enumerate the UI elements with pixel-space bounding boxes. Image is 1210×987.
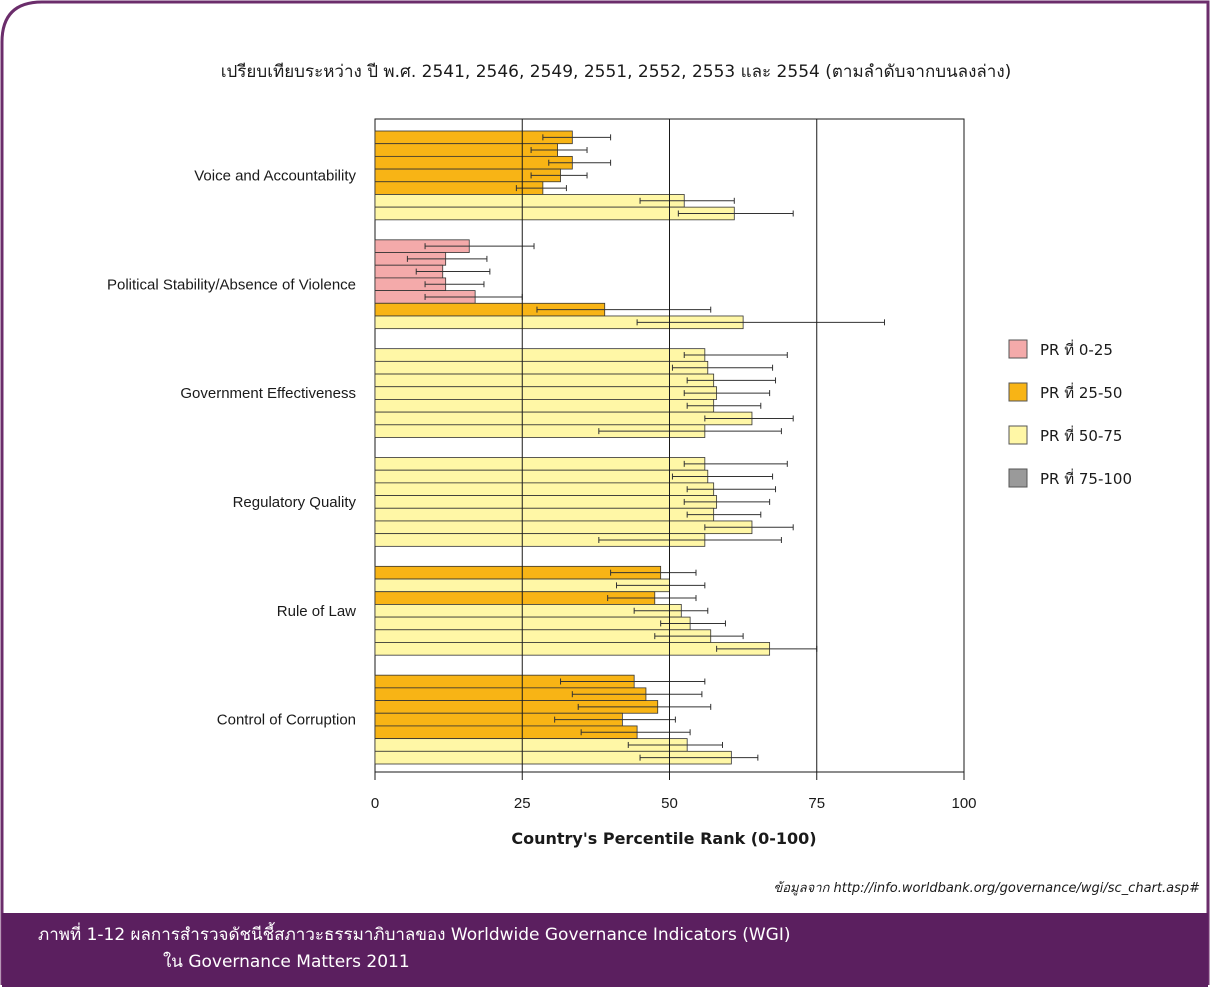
bar	[374, 411, 753, 426]
caption-band	[2, 913, 1208, 987]
bar	[374, 155, 573, 170]
legend-swatch	[1008, 425, 1028, 445]
legend-swatch	[1008, 382, 1028, 402]
bar	[374, 457, 706, 471]
bar	[374, 143, 558, 157]
bars-group	[374, 130, 885, 765]
bar	[374, 469, 709, 484]
bar	[374, 360, 709, 375]
x-ticks-group: 0 25 50 75 100	[371, 772, 977, 812]
legend-swatch	[1008, 468, 1028, 488]
bar	[374, 386, 718, 400]
legend: PR ที่ 0-25 PR ที่ 25-50 PR ที่ 50-75 PR ที…	[1008, 339, 1132, 488]
bar	[374, 399, 715, 413]
source-note: ข้อมูลจาก http://info.worldbank.org/gove…	[773, 881, 1200, 896]
bar	[374, 194, 685, 208]
x-tick-label: 100	[951, 795, 976, 812]
legend-label: PR ที่ 75-100	[1040, 468, 1132, 488]
category-label: Rule of Law	[277, 603, 356, 620]
bar	[374, 507, 715, 522]
legend-label: PR ที่ 0-25	[1040, 339, 1113, 359]
bar	[374, 348, 706, 362]
x-axis-label: Country's Percentile Rank (0-100)	[511, 829, 816, 848]
bar	[374, 520, 753, 535]
caption-line-2: ใน Governance Matters 2011	[163, 951, 410, 972]
caption-line-1: ภาพที่ 1-12 ผลการสำรวจดัชนีชี้สภาวะธรรมา…	[38, 922, 791, 945]
legend-label: PR ที่ 50-75	[1040, 425, 1122, 445]
x-tick-label: 25	[514, 795, 531, 812]
category-label: Political Stability/Absence of Violence	[107, 276, 356, 293]
bar	[374, 373, 715, 388]
legend-label: PR ที่ 25-50	[1040, 382, 1122, 402]
x-tick-label: 50	[661, 795, 678, 812]
bar	[374, 495, 718, 509]
bar	[374, 616, 691, 631]
legend-swatch	[1008, 339, 1028, 359]
x-tick-label: 0	[371, 795, 379, 812]
bar	[374, 482, 715, 496]
category-label: Control of Corruption	[217, 712, 356, 729]
grid-group	[521, 119, 818, 772]
category-label: Government Effectiveness	[180, 385, 356, 402]
category-label: Voice and Accountability	[194, 167, 356, 184]
x-tick-label: 75	[808, 795, 825, 812]
chart-subtitle: เปรียบเทียบระหว่าง ปี พ.ศ. 2541, 2546, 2…	[221, 62, 1012, 82]
category-label: Regulatory Quality	[233, 494, 357, 511]
bar	[374, 642, 771, 656]
category-labels-group: Voice and Accountability Political Stabil…	[107, 167, 357, 728]
